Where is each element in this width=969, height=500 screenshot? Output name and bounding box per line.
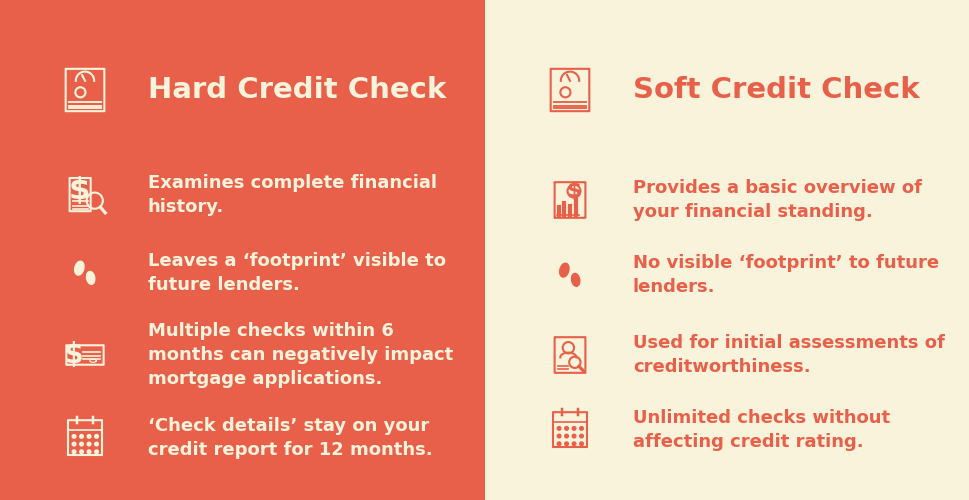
Circle shape bbox=[72, 434, 76, 438]
Text: Provides a basic overview of
your financial standing.: Provides a basic overview of your financ… bbox=[633, 179, 922, 221]
Text: ‘Check details’ stay on your
credit report for 12 months.: ‘Check details’ stay on your credit repo… bbox=[148, 417, 432, 459]
Text: Soft Credit Check: Soft Credit Check bbox=[633, 76, 919, 104]
Ellipse shape bbox=[75, 261, 84, 275]
Text: Used for initial assessments of
creditworthiness.: Used for initial assessments of creditwo… bbox=[633, 334, 944, 376]
Circle shape bbox=[95, 434, 98, 438]
Circle shape bbox=[79, 442, 83, 446]
Circle shape bbox=[572, 434, 576, 438]
Text: $: $ bbox=[69, 176, 90, 206]
Circle shape bbox=[95, 450, 98, 454]
Circle shape bbox=[79, 450, 83, 454]
Ellipse shape bbox=[571, 274, 579, 286]
Circle shape bbox=[87, 450, 91, 454]
Text: Multiple checks within 6
months can negatively impact
mortgage applications.: Multiple checks within 6 months can nega… bbox=[148, 322, 453, 388]
Text: Leaves a ‘footprint’ visible to
future lenders.: Leaves a ‘footprint’ visible to future l… bbox=[148, 252, 446, 294]
Circle shape bbox=[95, 442, 98, 446]
Text: Hard Credit Check: Hard Credit Check bbox=[148, 76, 446, 104]
Circle shape bbox=[579, 426, 582, 430]
Circle shape bbox=[87, 442, 91, 446]
Ellipse shape bbox=[559, 263, 569, 277]
Circle shape bbox=[579, 434, 582, 438]
Circle shape bbox=[564, 442, 568, 446]
Text: Unlimited checks without
affecting credit rating.: Unlimited checks without affecting credi… bbox=[633, 409, 890, 451]
Circle shape bbox=[556, 426, 560, 430]
Circle shape bbox=[72, 442, 76, 446]
Circle shape bbox=[579, 442, 582, 446]
Circle shape bbox=[556, 442, 560, 446]
Text: $: $ bbox=[566, 181, 581, 201]
Circle shape bbox=[79, 434, 83, 438]
Bar bbox=[484, 0, 969, 500]
Circle shape bbox=[572, 442, 576, 446]
Text: Examines complete financial
history.: Examines complete financial history. bbox=[148, 174, 437, 216]
Circle shape bbox=[564, 426, 568, 430]
Text: No visible ‘footprint’ to future
lenders.: No visible ‘footprint’ to future lenders… bbox=[633, 254, 938, 296]
Circle shape bbox=[572, 426, 576, 430]
Circle shape bbox=[72, 450, 76, 454]
Circle shape bbox=[556, 434, 560, 438]
Circle shape bbox=[564, 434, 568, 438]
Ellipse shape bbox=[86, 272, 95, 284]
Text: $: $ bbox=[64, 341, 83, 369]
Circle shape bbox=[87, 434, 91, 438]
